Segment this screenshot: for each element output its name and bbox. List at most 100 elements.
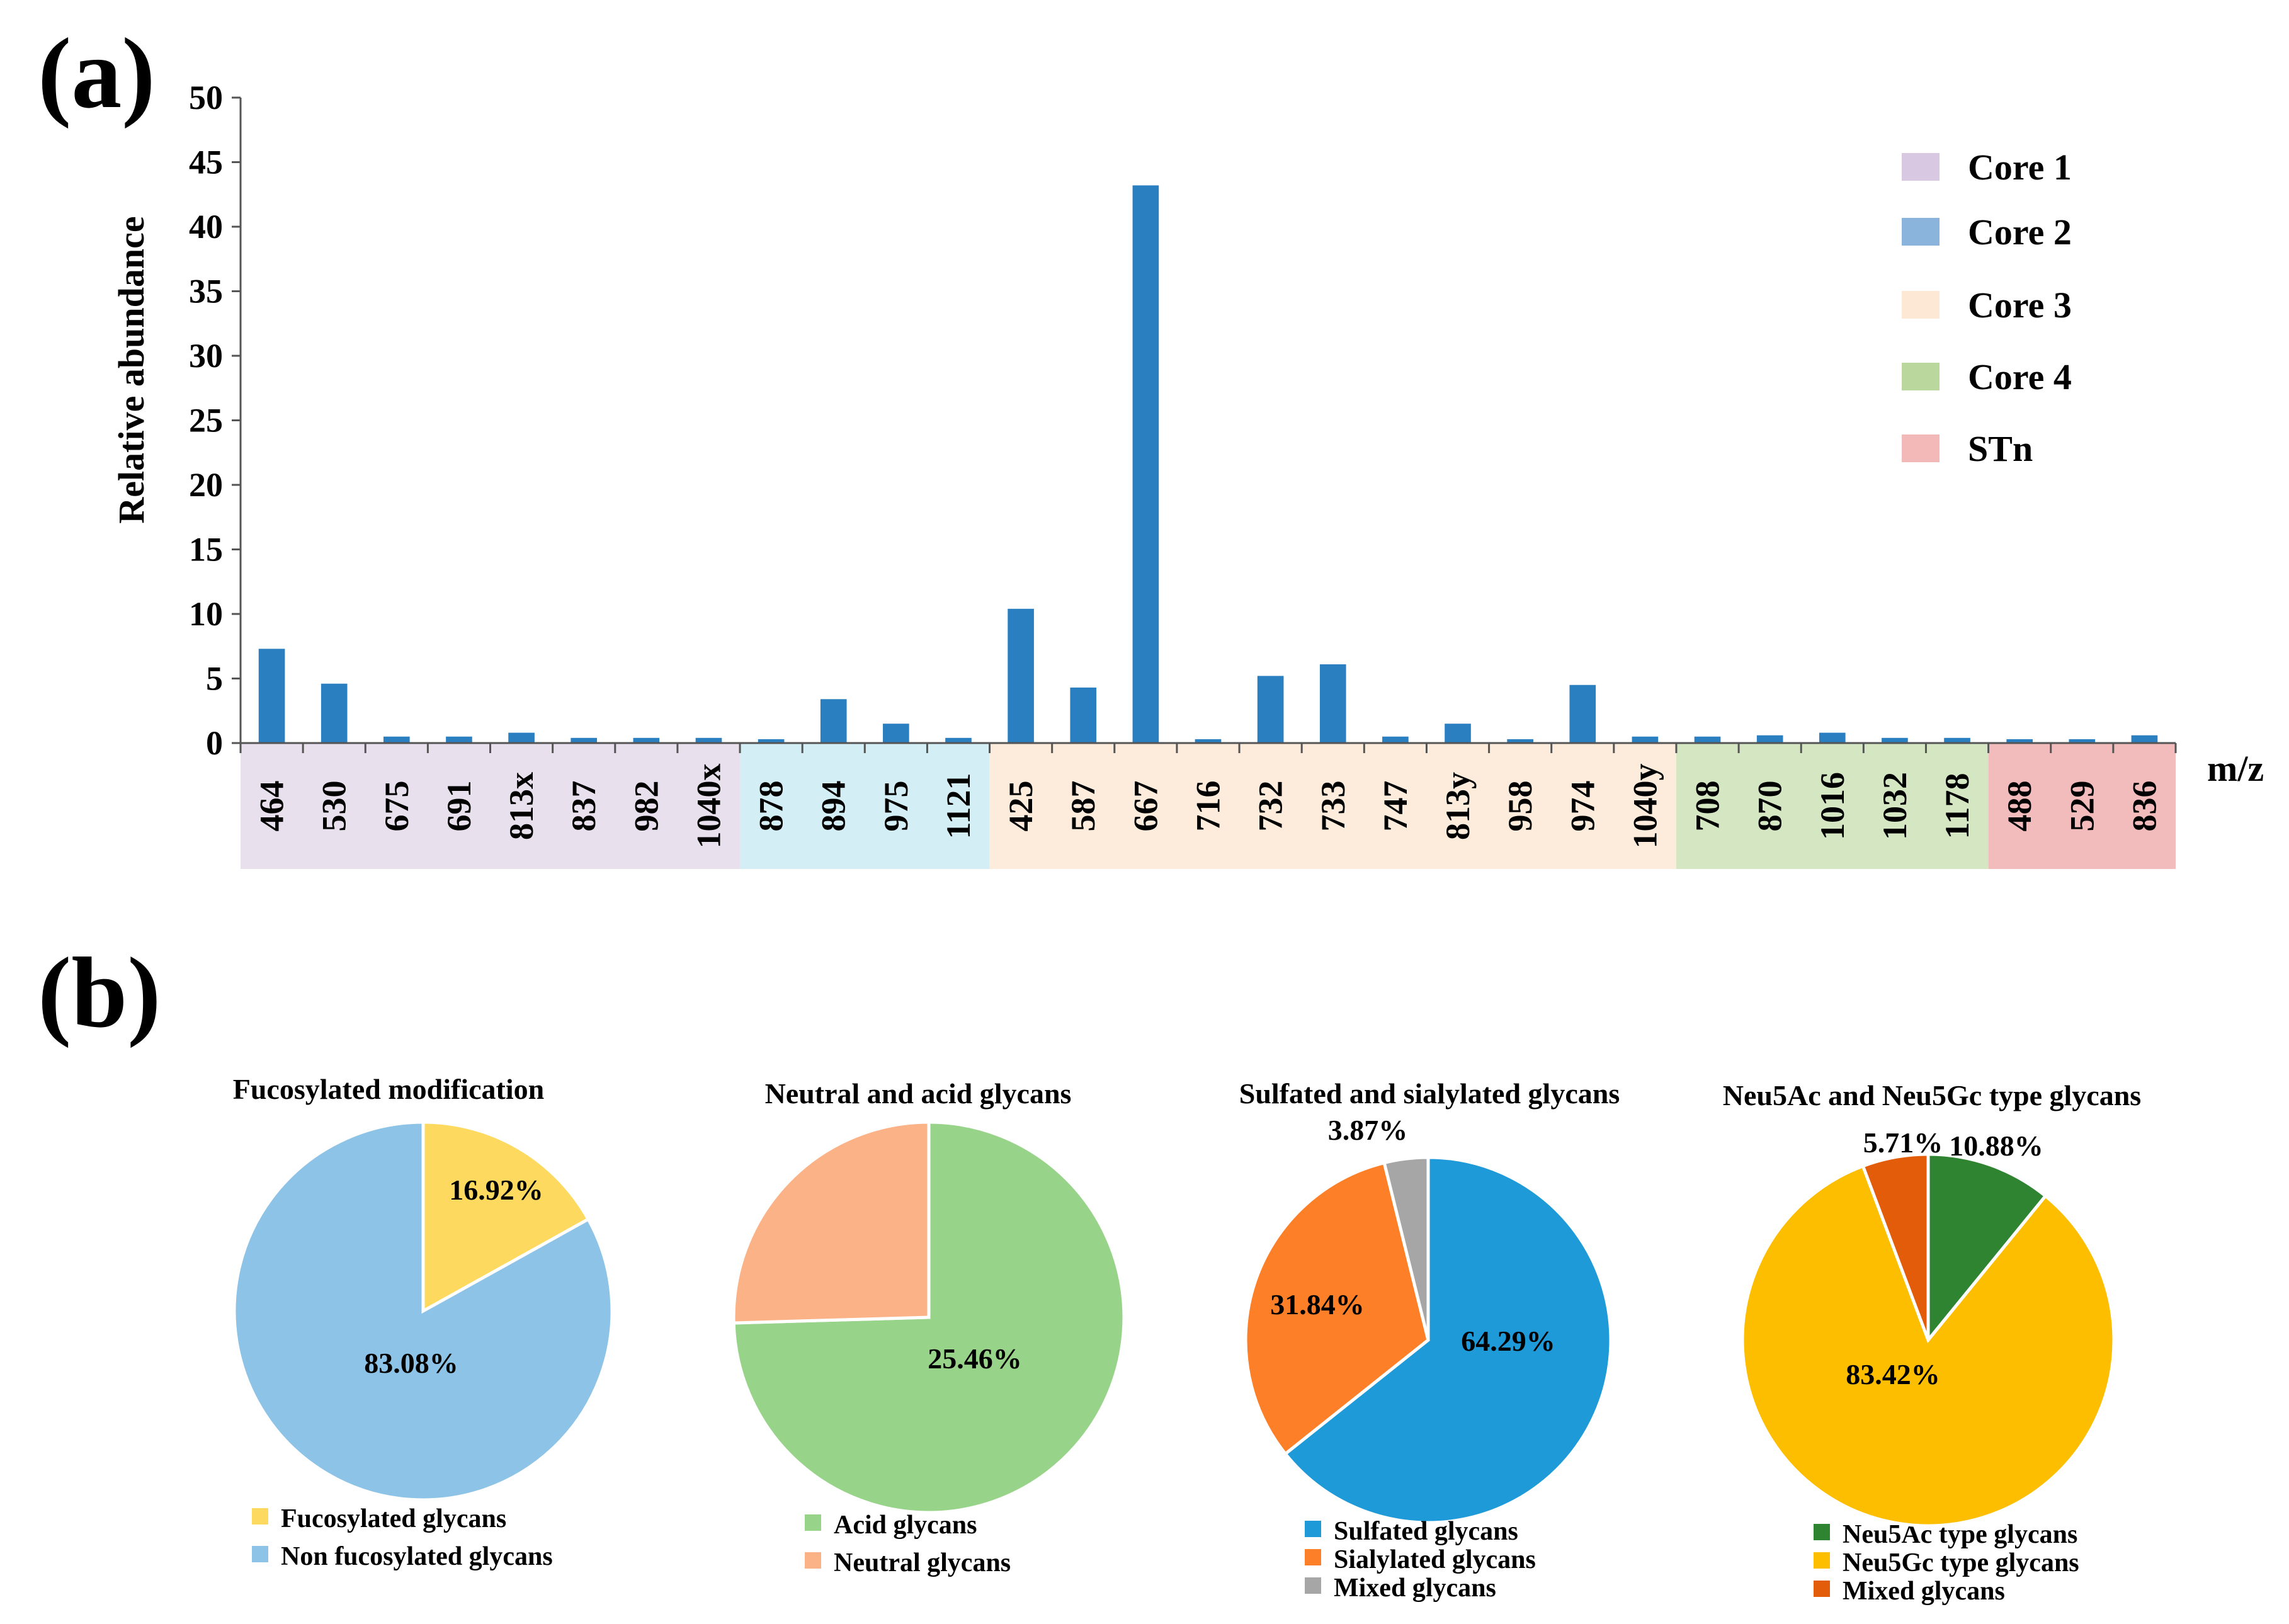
x-tick-label-1016: 1016: [1814, 772, 1851, 840]
pie-title-3: Neu5Ac and Neu5Gc type glycans: [1723, 1079, 2141, 1111]
group-band-2: [989, 743, 1676, 869]
pie-2-legend-swatch-1: [1305, 1549, 1321, 1565]
x-tick-label-732: 732: [1252, 781, 1290, 832]
group-band-1: [740, 743, 990, 869]
y-tick-label-25: 25: [189, 402, 223, 440]
pie-3-legend-swatch-2: [1814, 1581, 1830, 1597]
bar-716: [1195, 739, 1222, 743]
legend-label-0: Core 1: [1968, 147, 2072, 188]
bar-732: [1257, 676, 1284, 743]
y-tick-label-20: 20: [189, 466, 223, 504]
pie-2-pct-2: 3.87%: [1328, 1114, 1408, 1146]
bar-813x: [508, 732, 535, 743]
bar-675: [383, 736, 410, 743]
pie-chart-2: Sulfated and sialylated glycans 64.29% Sul…: [1239, 1077, 1620, 1603]
legend-label-4: STn: [1968, 428, 2033, 469]
legend-swatch-0: [1902, 153, 1940, 181]
x-tick-label-425: 425: [1002, 781, 1040, 832]
bar-530: [321, 683, 348, 743]
y-tick-label-45: 45: [189, 144, 223, 181]
pie-1-pct-1: 25.46%: [928, 1343, 1022, 1375]
bar-529: [2069, 739, 2096, 743]
bar-747: [1382, 736, 1409, 743]
legend-swatch-1: [1902, 218, 1940, 246]
bar-894: [820, 699, 847, 743]
pie-chart-0: Fucosylated modification 16.92% Fucosylate…: [232, 1073, 614, 1571]
pie-2-pct-0: 64.29%: [1461, 1325, 1555, 1357]
x-tick-label-747: 747: [1377, 781, 1414, 832]
x-tick-label-958: 958: [1501, 781, 1539, 832]
pie-title-0: Fucosylated modification: [233, 1073, 544, 1105]
bar-708: [1694, 736, 1721, 743]
pie-title-2: Sulfated and sialylated glycans: [1239, 1077, 1620, 1110]
pie-2-slice-1: [1244, 1161, 1430, 1456]
x-tick-label-1121: 1121: [940, 773, 977, 839]
y-tick-label-10: 10: [189, 595, 223, 633]
pie-3-pct-1: 83.42%: [1846, 1358, 1940, 1390]
pie-2-legend-label-2: Mixed glycans: [1334, 1574, 1496, 1603]
y-tick-label-15: 15: [189, 531, 223, 569]
x-tick-label-716: 716: [1190, 781, 1227, 832]
pie-2-legend-label-1: Sialylated glycans: [1334, 1545, 1536, 1574]
pie-0-legend-label-1: Non fucosylated glycans: [281, 1542, 553, 1571]
y-tick-label-35: 35: [189, 273, 223, 310]
pie-0-slice-0: [421, 1120, 591, 1314]
bar-chart: 0 5 10 15 20 25 30 35 40 45 50 464 530 675 691 813x 837 9…: [111, 79, 2264, 869]
legend-label-2: Core 3: [1968, 285, 2072, 326]
pie-0-legend-swatch-1: [252, 1546, 268, 1562]
pie-3-pct-0: 10.88%: [1949, 1130, 2043, 1162]
y-tick-label-50: 50: [189, 79, 223, 116]
bar-667: [1132, 185, 1159, 743]
pie-2-legend-label-0: Sulfated glycans: [1334, 1517, 1518, 1546]
bar-1040y: [1632, 736, 1659, 743]
x-tick-label-870: 870: [1751, 781, 1789, 832]
x-tick-label-878: 878: [753, 781, 790, 832]
pie-0-legend-label-0: Fucosylated glycans: [281, 1504, 506, 1533]
pie-1-legend-label-0: Acid glycans: [834, 1511, 977, 1540]
x-tick-label-464: 464: [253, 781, 291, 832]
x-tick-label-488: 488: [2001, 781, 2038, 832]
bar-836: [2131, 735, 2158, 743]
x-tick-label-587: 587: [1064, 781, 1102, 832]
bar-488: [2006, 739, 2033, 743]
x-tick-label-529: 529: [2063, 781, 2101, 832]
x-tick-label-1040y: 1040y: [1626, 764, 1664, 849]
x-tick-label-708: 708: [1689, 781, 1727, 832]
bar-878: [758, 739, 785, 743]
y-tick-label-30: 30: [189, 337, 223, 375]
y-tick-label-5: 5: [206, 660, 223, 698]
x-tick-label-733: 733: [1314, 781, 1352, 832]
pie-chart-1: Neutral and acid glycans74.54%Acid glyca…: [732, 1077, 1126, 1577]
x-tick-label-675: 675: [378, 781, 416, 832]
legend-label-3: Core 4: [1968, 356, 2072, 397]
bar-464: [258, 649, 285, 743]
y-axis-title: Relative abundance: [111, 216, 152, 523]
x-tick-label-1040x: 1040x: [690, 764, 727, 849]
pie-0-legend-swatch-0: [252, 1508, 268, 1525]
y-tick-label-0: 0: [206, 724, 223, 762]
x-tick-label-813y: 813y: [1439, 772, 1477, 840]
x-tick-label-974: 974: [1564, 781, 1601, 832]
pie-1-legend-swatch-0: [805, 1514, 821, 1531]
pie-title-1: Neutral and acid glycans: [765, 1077, 1072, 1110]
pie-3-legend-label-0: Neu5Ac type glycans: [1843, 1520, 2077, 1549]
bar-733: [1319, 664, 1346, 743]
pie-chart-3: Neu5Ac and Neu5Gc type glycans 10.88% Neu5…: [1723, 1079, 2141, 1606]
pie-2-pct-1: 31.84%: [1270, 1288, 1365, 1320]
x-axis-title: m/z: [2207, 748, 2264, 789]
legend-swatch-3: [1902, 363, 1940, 390]
bar-691: [446, 736, 472, 743]
x-tick-label-667: 667: [1127, 781, 1164, 832]
x-tick-label-1032: 1032: [1876, 772, 1914, 840]
pie-2-slice-0: [1283, 1156, 1613, 1525]
bar-975: [883, 724, 909, 743]
x-tick-label-836: 836: [2125, 781, 2163, 832]
x-tick-label-1178: 1178: [1938, 773, 1976, 839]
pie-1-legend-label-1: Neutral glycans: [834, 1548, 1011, 1577]
pie-3-slice-1: [1741, 1164, 2116, 1528]
legend-swatch-2: [1902, 291, 1940, 319]
bar-1178: [1944, 737, 1970, 743]
x-tick-label-837: 837: [565, 781, 603, 832]
group-band-3: [1676, 743, 1989, 869]
